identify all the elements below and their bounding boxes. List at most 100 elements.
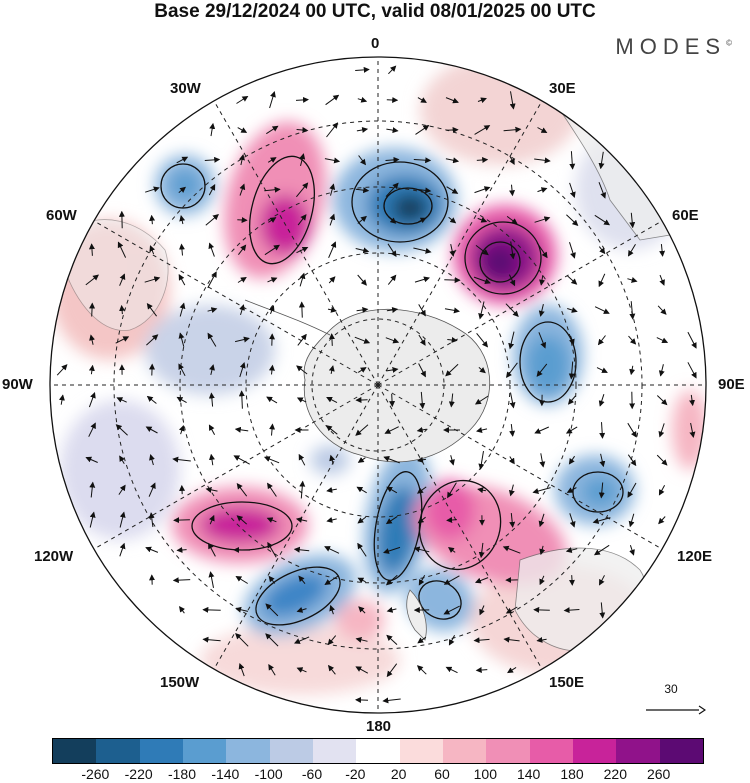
wind-vector-arrow [356, 306, 369, 313]
wind-vector-arrow [569, 182, 576, 199]
wind-vector-arrow [656, 395, 668, 406]
wind-vector-arrow [509, 241, 516, 260]
wind-vector-arrow [687, 362, 697, 379]
colorbar-tick-label: -220 [124, 766, 153, 782]
wind-vector-arrow [208, 184, 216, 196]
wind-vector-arrow [238, 662, 245, 677]
wind-vector-arrow [599, 602, 606, 619]
brand-mark: © [726, 38, 732, 48]
wind-vector-arrow [629, 545, 635, 556]
wind-vector-arrow [324, 575, 340, 585]
wind-vector-arrow [386, 663, 398, 678]
wind-vector-arrow [178, 274, 186, 286]
wind-vector-arrow [478, 451, 485, 470]
wind-vector-arrow [388, 65, 397, 75]
wind-vector-arrow [627, 422, 637, 438]
longitude-label-30e: 30E [549, 80, 576, 97]
wind-vector-arrow [445, 97, 459, 104]
wind-vector-arrow [237, 127, 248, 133]
wind-vector-arrow [356, 486, 367, 494]
wind-vector-arrow [415, 125, 430, 135]
wind-vector-arrow [474, 577, 489, 584]
wind-vector-arrow [568, 361, 575, 380]
wind-vector-arrow [567, 307, 578, 313]
wind-vector-arrow [629, 301, 636, 320]
wind-vector-arrow [444, 307, 460, 314]
wind-vector-arrow [264, 186, 281, 193]
wind-vector-arrow [268, 217, 277, 223]
wind-vector-arrow [534, 157, 551, 164]
wind-vector-arrow [357, 367, 367, 373]
wind-vector-arrow [208, 424, 216, 436]
wind-vector-arrow [599, 453, 606, 468]
reference-arrow-icon [646, 705, 706, 715]
wind-vector-arrow [328, 276, 336, 284]
wind-vector-arrow [413, 546, 430, 553]
wind-vector-arrow [88, 243, 95, 256]
wind-vector-arrow [146, 395, 157, 404]
wind-vector-arrow [534, 426, 550, 434]
wind-vector-arrow [418, 304, 426, 317]
wind-vector-arrow [539, 453, 546, 468]
wind-vector-arrow [146, 302, 158, 317]
colorbar-tick-label: 260 [646, 766, 671, 782]
wind-vector-arrow [267, 157, 277, 163]
wind-vector-arrow [629, 212, 636, 229]
wind-vector-arrow [508, 484, 515, 497]
wind-vector-arrow [536, 242, 548, 259]
wind-vector-arrow [176, 396, 187, 404]
wind-vector-arrow [295, 517, 308, 523]
wind-vector-arrow [296, 182, 309, 198]
longitude-label-150e: 150E [549, 674, 585, 691]
wind-vector-arrow [88, 364, 95, 375]
wind-vector-arrow [178, 243, 185, 256]
wind-vector-arrow [325, 425, 338, 435]
wind-vector-arrow [418, 574, 426, 586]
wind-vector-arrow [233, 455, 250, 465]
wind-vector-arrow [417, 97, 427, 103]
wind-vector-arrow [207, 271, 217, 289]
wind-vector-arrow [235, 575, 248, 584]
wind-vector-arrow [593, 544, 610, 556]
wind-vector-arrow [416, 486, 427, 494]
wind-vector-arrow [145, 426, 158, 434]
wind-vector-arrow [178, 363, 186, 377]
wind-vector-arrow [532, 487, 551, 494]
wind-vector-arrow [357, 542, 367, 557]
wind-vector-arrow [563, 607, 580, 614]
colorbar-tick-label: 180 [560, 766, 584, 782]
wind-vector-arrow [326, 396, 338, 404]
colorbar-segment [356, 739, 400, 763]
negative-center-105e [582, 477, 618, 507]
longitude-label-180: 180 [366, 718, 392, 735]
wind-vector-arrow [599, 575, 605, 586]
colorbar-segment [269, 739, 313, 763]
wind-vector-arrow [328, 365, 335, 375]
wind-vector-arrow [357, 274, 367, 286]
longitude-label-60w: 60W [46, 207, 77, 224]
wind-vector-arrow [263, 456, 280, 464]
wind-vector-arrow [118, 484, 126, 495]
contour-lines [160, 155, 624, 626]
wind-vector-arrow [477, 97, 487, 104]
wind-vector-arrow [145, 186, 160, 193]
wind-vector-arrow [173, 517, 190, 524]
wind-vector-arrow [477, 487, 487, 494]
brand-name: MODES [615, 34, 727, 59]
wind-vector-arrow [476, 156, 489, 163]
colorbar-segment [399, 739, 443, 763]
wind-vector-arrow [179, 302, 186, 317]
wind-vector-arrow [326, 517, 337, 523]
wind-vector-arrow [208, 392, 215, 407]
wind-vector-arrow [239, 362, 246, 378]
wind-vector-arrow [475, 245, 489, 256]
wind-vector-arrow [418, 363, 426, 378]
wind-vector-arrow [115, 336, 130, 344]
colorbar-segment [226, 739, 270, 763]
wind-vector-arrow [89, 511, 96, 528]
wind-vector-arrow [656, 337, 669, 344]
wind-vector-arrow [202, 606, 221, 613]
wind-vector-arrow [328, 333, 335, 346]
colorbar-segment [96, 739, 140, 763]
